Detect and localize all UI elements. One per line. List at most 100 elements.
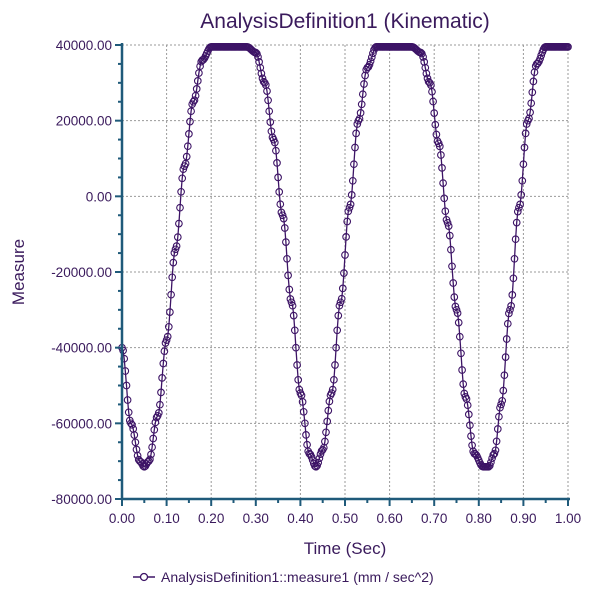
data-point [484,462,493,471]
data-point [487,458,495,467]
data-point [192,85,201,93]
data-point [193,77,202,85]
chart-title: AnalysisDefinition1 (Kinematic) [200,10,489,33]
data-point [166,308,174,316]
data-point [441,207,450,216]
data-point [187,107,195,116]
data-point [357,100,366,109]
data-point [505,309,513,318]
data-point [322,428,330,437]
data-point [345,203,354,212]
data-point [512,218,521,227]
data-point [170,248,179,257]
data-point [343,217,352,226]
data-point [273,159,281,167]
data-point [502,335,511,343]
data-point [422,69,431,78]
data-point [454,318,463,327]
data-point [449,279,458,287]
data-point [431,120,440,129]
x-tick-label: 0.90 [510,511,536,526]
x-tick-label: 0.70 [421,511,447,526]
data-point [534,59,542,68]
data-point [128,420,136,429]
data-point [181,159,190,168]
data-point [485,461,494,470]
y-tick-label: 20000.00 [56,114,112,129]
data-point [315,454,324,463]
data-point [272,146,280,155]
data-point [489,451,498,459]
data-point [328,385,337,394]
data-point [492,437,501,446]
data-point [447,245,455,254]
data-point [430,109,439,117]
data-point [501,353,510,361]
data-point [283,254,291,263]
data-point [352,129,360,138]
data-point [287,298,296,307]
data-point [131,438,140,447]
data-point [510,254,519,263]
data-point [162,336,171,344]
x-tick-label: 0.60 [376,511,402,526]
data-point [280,224,289,232]
data-point [448,262,456,271]
data-point [429,97,437,106]
data-point [508,291,517,299]
data-point [341,251,349,259]
data-point [282,238,290,246]
data-point [527,99,536,108]
data-point [302,431,310,439]
data-point [164,322,173,331]
data-point [190,96,199,105]
data-point [285,285,294,294]
axes [115,43,570,506]
data-point [151,418,160,427]
data-point [299,407,308,416]
data-point [493,425,502,433]
data-point [124,408,133,417]
data-point [149,434,158,443]
data-point [457,349,465,358]
data-point [148,443,156,452]
data-point [438,164,446,172]
data-point [274,173,282,182]
data-point [288,301,297,310]
data-point [526,108,534,117]
data-point [416,48,425,57]
data-point [255,58,263,66]
data-point [307,453,316,461]
data-point [157,388,165,397]
data-point [143,458,152,466]
data-point [516,200,524,209]
data-point [276,200,285,209]
data-point [147,450,155,459]
data-point [420,58,429,66]
data-point [263,87,271,95]
data-point [171,245,180,254]
data-point [451,302,460,311]
data-point [348,176,357,185]
data-point [528,88,537,97]
data-point [292,343,300,352]
data-point [270,138,279,147]
data-point [463,401,472,410]
data-point [515,203,523,212]
legend-label: AnalysisDefinition1::measure1 (mm / sec^… [161,569,434,585]
data-point [509,274,518,283]
y-tick-label: -20000.00 [51,265,112,280]
data-point [435,142,444,151]
data-point [290,326,299,335]
x-tick-label: 1.00 [555,511,581,526]
data-point [455,332,464,341]
data-point [172,242,181,250]
data-point [467,432,475,440]
y-tick-label: -40000.00 [51,341,112,356]
data-point [450,293,459,301]
data-point [499,386,508,395]
data-point [346,200,355,209]
data-point [334,311,343,320]
data-point [150,425,159,434]
data-point [521,129,530,138]
